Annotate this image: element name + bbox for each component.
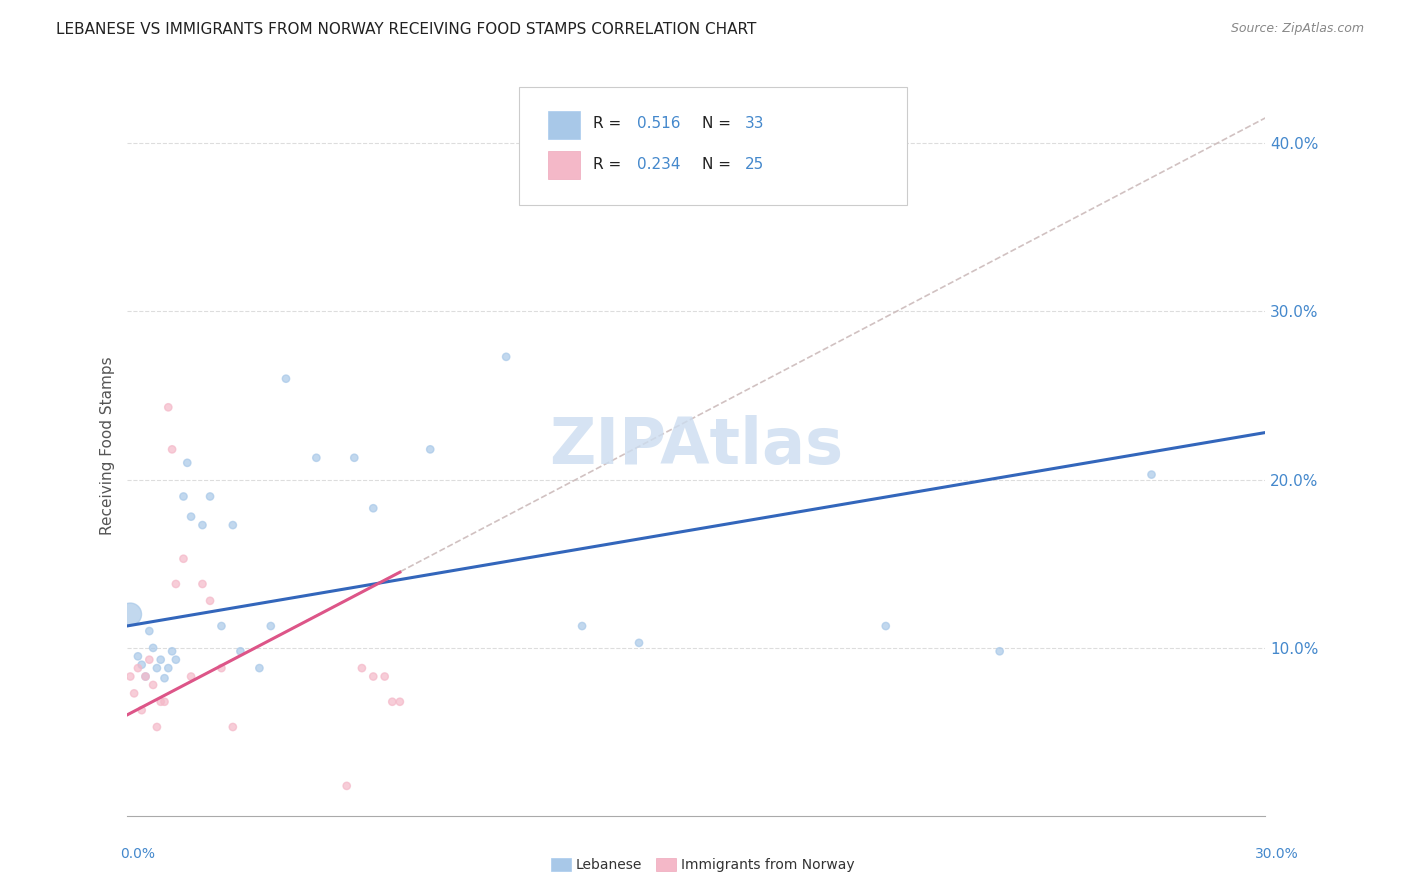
Point	[120, 669, 142, 683]
Point	[305, 450, 328, 465]
FancyBboxPatch shape	[548, 152, 579, 179]
Point	[180, 509, 202, 524]
Point	[149, 653, 172, 667]
Point	[191, 577, 214, 591]
Text: 25: 25	[745, 157, 765, 172]
Point	[131, 703, 153, 717]
Text: 0.0%: 0.0%	[121, 847, 155, 861]
Text: LEBANESE VS IMMIGRANTS FROM NORWAY RECEIVING FOOD STAMPS CORRELATION CHART: LEBANESE VS IMMIGRANTS FROM NORWAY RECEI…	[56, 22, 756, 37]
Point	[191, 518, 214, 533]
Point	[172, 551, 194, 566]
Point	[172, 490, 194, 504]
Point	[229, 644, 252, 658]
Point	[381, 695, 404, 709]
Text: 0.234: 0.234	[637, 157, 681, 172]
Y-axis label: Receiving Food Stamps: Receiving Food Stamps	[100, 357, 115, 535]
Text: 30.0%: 30.0%	[1254, 847, 1299, 861]
Point	[1140, 467, 1163, 482]
Text: ZIPAtlas: ZIPAtlas	[548, 415, 844, 477]
Point	[363, 501, 385, 516]
Point	[274, 372, 297, 386]
Text: R =: R =	[593, 157, 627, 172]
Point	[160, 442, 183, 457]
Point	[388, 695, 411, 709]
Text: Source: ZipAtlas.com: Source: ZipAtlas.com	[1230, 22, 1364, 36]
Point	[875, 619, 897, 633]
Point	[343, 450, 366, 465]
Point	[363, 669, 385, 683]
Point	[153, 695, 176, 709]
Point	[165, 577, 187, 591]
Point	[153, 671, 176, 685]
Point	[374, 669, 396, 683]
FancyBboxPatch shape	[548, 111, 579, 139]
Point	[165, 653, 187, 667]
Point	[176, 456, 198, 470]
Text: R =: R =	[593, 117, 627, 131]
Point	[222, 518, 245, 533]
Point	[157, 661, 180, 675]
Point	[198, 594, 221, 608]
Legend: Lebanese, Immigrants from Norway: Lebanese, Immigrants from Norway	[546, 853, 860, 878]
Point	[198, 490, 221, 504]
Point	[260, 619, 283, 633]
Point	[180, 669, 202, 683]
Point	[138, 624, 160, 639]
Point	[138, 653, 160, 667]
Point	[211, 619, 233, 633]
Point	[127, 649, 149, 664]
Point	[628, 636, 651, 650]
Point	[495, 350, 517, 364]
Point	[149, 695, 172, 709]
Text: N =: N =	[702, 157, 735, 172]
Text: 0.516: 0.516	[637, 117, 681, 131]
Point	[146, 661, 169, 675]
Point	[249, 661, 271, 675]
Point	[142, 678, 165, 692]
FancyBboxPatch shape	[519, 87, 907, 205]
Point	[135, 669, 156, 683]
Point	[988, 644, 1011, 658]
Point	[211, 661, 233, 675]
Text: 33: 33	[745, 117, 765, 131]
Point	[336, 779, 359, 793]
Point	[571, 619, 593, 633]
Point	[142, 640, 165, 655]
Point	[419, 442, 441, 457]
Point	[120, 607, 142, 622]
Point	[157, 401, 180, 415]
Point	[131, 657, 153, 672]
Point	[146, 720, 169, 734]
Point	[127, 661, 149, 675]
Point	[122, 686, 145, 700]
Point	[222, 720, 245, 734]
Text: N =: N =	[702, 117, 735, 131]
Point	[160, 644, 183, 658]
Point	[135, 669, 156, 683]
Point	[350, 661, 373, 675]
